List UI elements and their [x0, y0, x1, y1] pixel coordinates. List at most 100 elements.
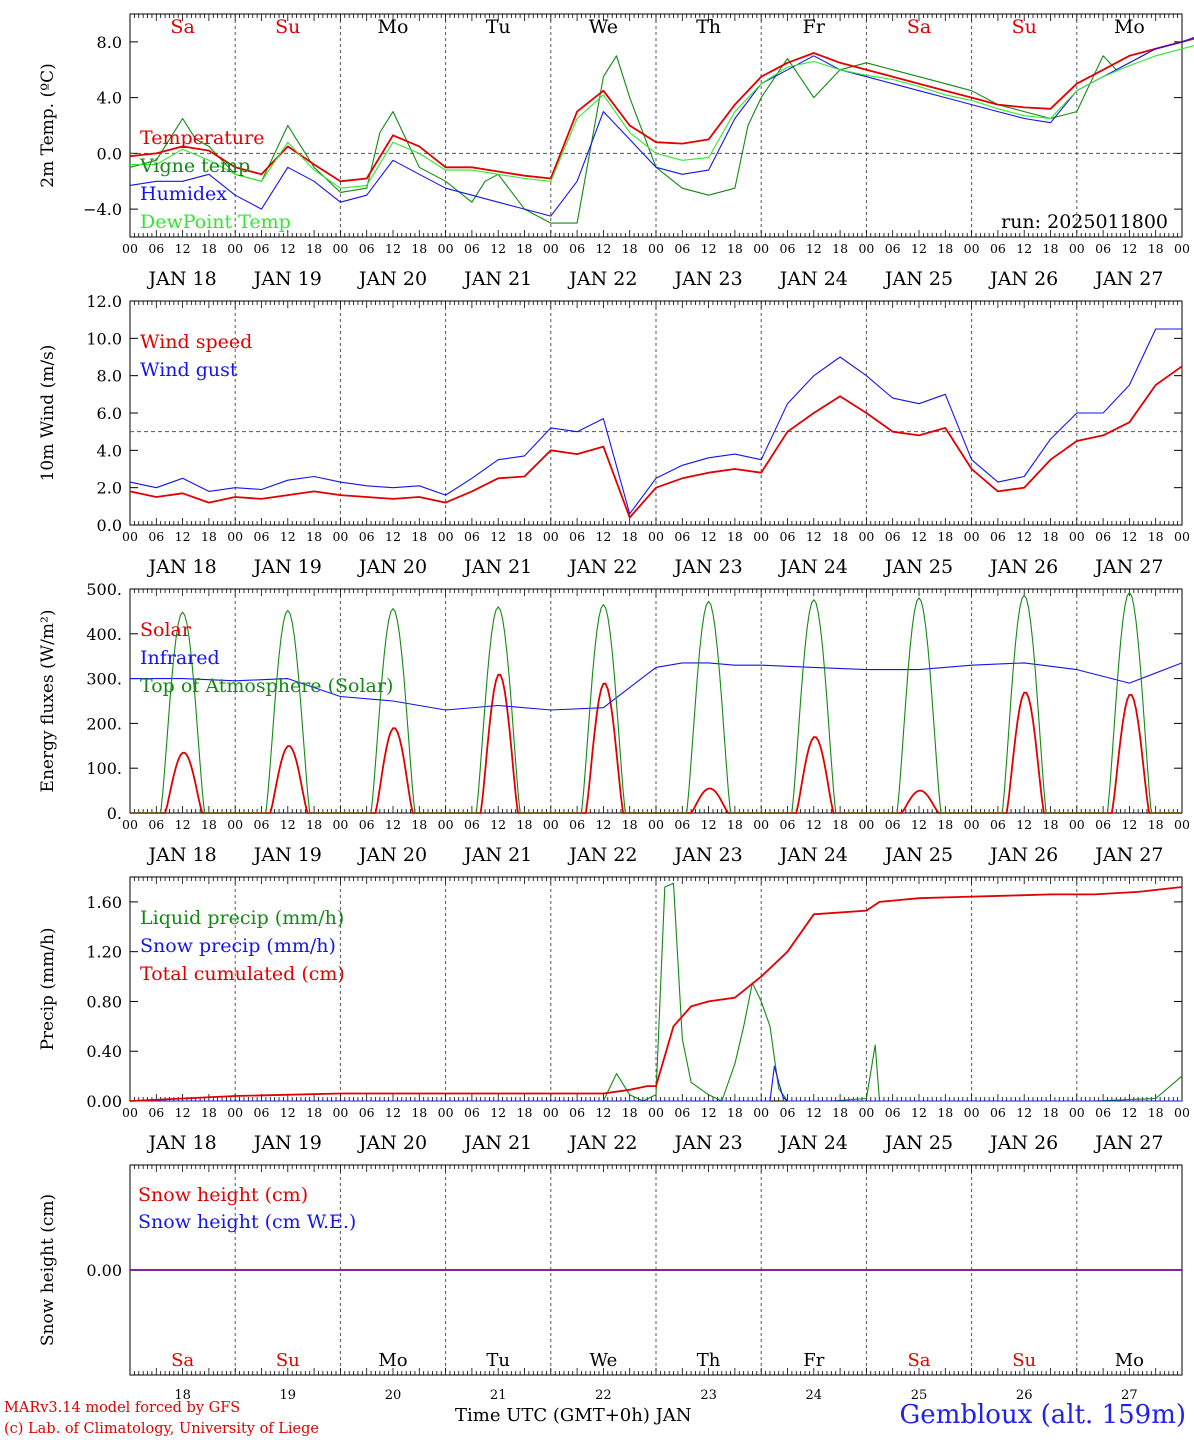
hour-tick-label: 00 — [964, 817, 980, 832]
date-label: JAN 25 — [883, 844, 953, 866]
hour-tick-label: 18 — [727, 1105, 743, 1120]
y-tick-label: 0.40 — [86, 1042, 122, 1061]
y-tick-label: 4.0 — [97, 441, 122, 460]
run-label: run: 2025011800 — [1001, 211, 1168, 233]
panel-frame — [129, 588, 1183, 814]
hour-tick-label: 18 — [622, 241, 638, 256]
hour-tick-label: 12 — [490, 529, 506, 544]
hour-tick-label: 18 — [832, 1105, 848, 1120]
legend-item: Wind speed — [140, 331, 252, 353]
hour-tick-label: 06 — [674, 1105, 690, 1120]
date-label: JAN 25 — [883, 268, 953, 290]
hour-tick-label: 12 — [911, 241, 927, 256]
date-label: JAN 19 — [252, 1132, 322, 1154]
hour-tick-label: 06 — [1095, 241, 1111, 256]
weekday-label: Su — [1012, 1350, 1036, 1371]
hour-tick-label: 12 — [1016, 817, 1032, 832]
legend-item: Infrared — [140, 647, 220, 669]
hour-tick-label: 18 — [832, 817, 848, 832]
hour-tick-label: 06 — [674, 241, 690, 256]
legend-item: Snow height (cm W.E.) — [138, 1211, 356, 1233]
hour-tick-label: 06 — [359, 817, 375, 832]
y-tick-label: 4.0 — [97, 89, 122, 108]
hour-tick-label: 00 — [753, 817, 769, 832]
hour-tick-label: 12 — [280, 241, 296, 256]
date-label: JAN 20 — [357, 556, 427, 578]
date-label: JAN 19 — [252, 844, 322, 866]
hour-tick-label: 06 — [359, 529, 375, 544]
hour-tick-label: 06 — [990, 817, 1006, 832]
hour-tick-label: 12 — [385, 529, 401, 544]
date-label: JAN 24 — [778, 844, 848, 866]
date-label: JAN 18 — [147, 268, 217, 290]
hour-tick-label: 06 — [359, 1105, 375, 1120]
hour-tick-label: 06 — [885, 529, 901, 544]
hour-tick-label: 00 — [753, 241, 769, 256]
y-tick-label: 2.0 — [97, 479, 122, 498]
panel-snow: 0.00 Snow height (cm) Snow height (cm) Snow… — [38, 1164, 1183, 1403]
legend-item: Snow precip (mm/h) — [140, 935, 336, 957]
weekday-label: Sa — [170, 16, 194, 38]
day-number-label: 26 — [1016, 1388, 1033, 1403]
hour-tick-label: 06 — [254, 529, 270, 544]
hour-tick-label: 18 — [411, 241, 427, 256]
hour-tick-label: 18 — [622, 817, 638, 832]
hour-tick-label: 12 — [490, 241, 506, 256]
hour-tick-label: 06 — [885, 817, 901, 832]
y-tick-label: 12.0 — [86, 292, 122, 311]
hour-tick-label: 00 — [858, 241, 874, 256]
hour-tick-label: 18 — [201, 817, 217, 832]
day-number-label: 23 — [700, 1388, 717, 1403]
series-line-infrared — [130, 662, 1183, 711]
hour-tick-label: 00 — [858, 1105, 874, 1120]
hour-tick-label: 18 — [1043, 1105, 1059, 1120]
hour-tick-label: 12 — [1016, 241, 1032, 256]
hour-tick-label: 00 — [543, 817, 559, 832]
hour-tick-label: 00 — [122, 1105, 138, 1120]
legend-item: Temperature — [140, 127, 264, 149]
model-credit: MARv3.14 model forced by GFS (c) Lab. of… — [4, 1398, 319, 1440]
legend-item: Liquid precip (mm/h) — [140, 907, 344, 929]
series-line-temperature — [129, 37, 1194, 183]
day-number-label: 27 — [1121, 1388, 1138, 1403]
date-label: JAN 26 — [988, 1132, 1058, 1154]
y-tick-label: 300. — [86, 670, 122, 689]
legend-item: Humidex — [140, 183, 227, 205]
hour-tick-label: 00 — [332, 1105, 348, 1120]
date-label: JAN 18 — [147, 844, 217, 866]
hour-tick-label: 12 — [490, 817, 506, 832]
legend-item: Total cumulated (cm) — [140, 963, 345, 985]
hour-tick-label: 18 — [1043, 817, 1059, 832]
hour-tick-label: 06 — [148, 241, 164, 256]
day-number-label: 25 — [911, 1388, 928, 1403]
hour-tick-label: 18 — [832, 529, 848, 544]
hour-tick-label: 12 — [385, 241, 401, 256]
date-label: JAN 21 — [462, 268, 532, 290]
hour-tick-label: 12 — [175, 817, 191, 832]
date-label: JAN 22 — [567, 268, 637, 290]
hour-tick-label: 06 — [254, 241, 270, 256]
hour-tick-label: 12 — [595, 529, 611, 544]
hour-tick-label: 06 — [990, 1105, 1006, 1120]
hour-tick-label: 06 — [569, 1105, 585, 1120]
series-line-top-of-atmosphere-solar- — [130, 591, 1182, 814]
hour-tick-label: 00 — [648, 241, 664, 256]
hour-tick-label: 00 — [438, 529, 454, 544]
hour-tick-label: 00 — [543, 1105, 559, 1120]
hour-tick-label: 12 — [595, 241, 611, 256]
hour-tick-label: 18 — [306, 817, 322, 832]
y-tick-label: −4.0 — [83, 200, 122, 219]
weekday-label: Mo — [1114, 16, 1145, 38]
hour-tick-label: 06 — [674, 529, 690, 544]
y-tick-label: 0.0 — [97, 144, 122, 163]
hour-tick-label: 06 — [885, 1105, 901, 1120]
hour-tick-label: 06 — [1095, 817, 1111, 832]
hour-tick-label: 18 — [1148, 529, 1164, 544]
date-label: JAN 23 — [673, 844, 743, 866]
y-tick-label: 100. — [86, 759, 122, 778]
weekday-label: We — [589, 16, 618, 38]
hour-tick-label: 00 — [964, 241, 980, 256]
date-label: JAN 27 — [1093, 556, 1163, 578]
hour-tick-label: 06 — [780, 1105, 796, 1120]
hour-tick-label: 00 — [227, 241, 243, 256]
